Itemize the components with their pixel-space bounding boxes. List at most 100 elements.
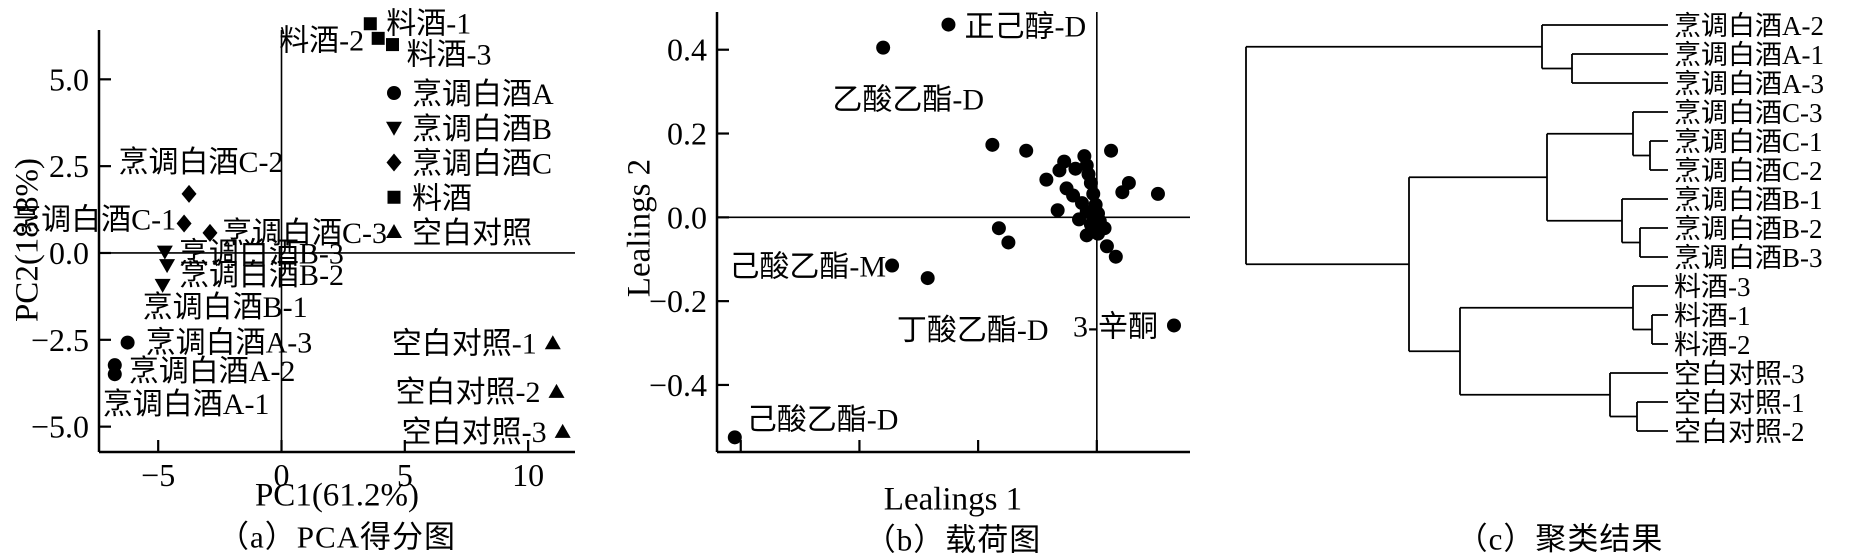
- y-tick-label: 0.0: [49, 235, 89, 271]
- data-point-marker: [363, 17, 377, 31]
- data-point-marker: [1108, 249, 1123, 264]
- data-point-label: 烹调白酒B-3: [179, 238, 344, 271]
- x-tick-label: −5: [141, 457, 175, 493]
- data-point-label: 烹调白酒A-2: [129, 355, 296, 388]
- data-point-marker: [1083, 175, 1098, 190]
- data-point-label: 空白对照-3: [402, 416, 547, 449]
- data-point-marker: [991, 221, 1006, 236]
- data-point-label: 烹调白酒A-3: [146, 327, 313, 360]
- legend-label: 料酒: [412, 182, 472, 215]
- data-point-label: 己酸乙酯-M: [729, 251, 886, 284]
- x-tick-label: 5: [397, 457, 413, 493]
- data-point-marker: [544, 335, 561, 350]
- data-point-label: 烹调白酒B-2: [179, 259, 344, 292]
- dendrogram-leaf-label: 空白对照-3: [1674, 359, 1805, 389]
- data-point-marker: [107, 367, 122, 382]
- dendrogram-leaf-label: 烹调白酒B-1: [1674, 185, 1823, 215]
- data-point-label: 空白对照-1: [392, 327, 537, 360]
- dendrogram-leaf-label: 空白对照-1: [1674, 388, 1805, 418]
- data-point-label: 料酒-3: [406, 39, 491, 72]
- data-point-marker: [176, 214, 192, 233]
- y-tick-label: 0.0: [667, 199, 707, 235]
- data-point-label: 己酸乙酯-D: [747, 403, 899, 436]
- panel-a-caption: （a）PCA得分图: [217, 519, 457, 555]
- panel-a-x-axis-title: PC1(61.2%): [254, 477, 420, 514]
- panel-c-caption: （c）聚类结果: [1456, 521, 1664, 557]
- data-point-marker: [154, 278, 171, 293]
- y-tick-label: −0.2: [649, 283, 707, 319]
- data-point-marker: [1019, 143, 1034, 158]
- data-point-marker: [1121, 175, 1136, 190]
- data-point-marker: [1086, 186, 1101, 201]
- data-point-marker: [1039, 172, 1054, 187]
- data-point-label: 3-辛酮: [1073, 310, 1158, 343]
- dendrogram-leaf-label: 料酒-1: [1674, 301, 1751, 331]
- data-point-marker: [548, 383, 565, 398]
- data-point-marker: [385, 38, 399, 52]
- data-point-marker: [1150, 186, 1165, 201]
- x-tick-label: 0: [274, 457, 290, 493]
- data-point-marker: [1001, 235, 1016, 250]
- legend-label: 烹调白酒A: [412, 78, 554, 111]
- dendrogram-leaf-label: 烹调白酒C-2: [1674, 156, 1823, 186]
- data-point-marker: [1050, 203, 1065, 218]
- data-point-label: 烹调白酒C-2: [119, 146, 284, 179]
- panel-b-plot: [715, 12, 1190, 454]
- legend-marker-triangle-down: [386, 121, 402, 136]
- data-point-marker: [120, 335, 135, 350]
- data-point-label: 料酒-2: [279, 24, 364, 57]
- dendrogram-leaf-label: 烹调白酒A-2: [1674, 11, 1824, 41]
- y-tick-label: 5.0: [49, 61, 89, 97]
- legend-label: 烹调白酒B: [412, 113, 552, 146]
- data-point-marker: [181, 184, 197, 203]
- y-tick-label: 2.5: [49, 148, 89, 184]
- data-point-label: 正己醇-D: [964, 11, 1086, 44]
- dendrogram-leaf-label: 烹调白酒B-2: [1674, 214, 1823, 244]
- panel-b-y-axis-title: Lealings 2: [621, 158, 658, 298]
- y-tick-label: −2.5: [31, 322, 89, 358]
- data-point-marker: [885, 258, 900, 273]
- data-point-label: 料酒-1: [386, 8, 471, 41]
- data-point-label: 烹调白酒B-1: [143, 291, 308, 324]
- data-point-marker: [920, 271, 935, 286]
- data-point-label: 烹调白酒A-1: [103, 388, 270, 421]
- data-point-marker: [1079, 228, 1094, 243]
- dendrogram-leaf-label: 料酒-3: [1674, 272, 1751, 302]
- data-point-marker: [1099, 239, 1114, 254]
- legend-label: 空白对照: [412, 217, 532, 250]
- data-point-marker: [554, 423, 571, 438]
- data-point-label: 烹调白酒C-1: [11, 203, 176, 236]
- data-point-label: 烹调白酒C-3: [222, 217, 387, 250]
- dendrogram-leaf-label: 烹调白酒A-1: [1674, 40, 1824, 70]
- x-tick-label: 10: [512, 457, 544, 493]
- y-tick-label: −0.4: [649, 367, 707, 403]
- dendrogram-leaf-label: 烹调白酒C-3: [1674, 98, 1823, 128]
- legend-marker-square: [387, 190, 401, 204]
- legend-label: 烹调白酒C: [412, 148, 552, 181]
- y-tick-label: 0.2: [667, 116, 707, 152]
- panel-b-caption: （b）载荷图: [864, 522, 1042, 558]
- data-point-marker: [156, 245, 173, 260]
- data-point-marker: [1072, 212, 1087, 227]
- data-point-marker: [876, 40, 891, 55]
- dendrogram-leaf-label: 空白对照-2: [1674, 417, 1805, 447]
- panel-a-plot: [97, 30, 575, 454]
- data-point-marker: [941, 17, 956, 32]
- panel-c-dendrogram: [1245, 24, 1668, 432]
- y-tick-label: −5.0: [31, 409, 89, 445]
- legend-marker-diamond: [386, 153, 402, 172]
- data-point-label: 空白对照-2: [396, 376, 541, 409]
- dendrogram-leaf-label: 烹调白酒C-1: [1674, 127, 1823, 157]
- data-point-label: 丁酸乙酯-D: [897, 314, 1049, 347]
- data-point-marker: [371, 31, 385, 45]
- data-point-marker: [1104, 143, 1119, 158]
- data-point-marker: [1052, 163, 1067, 178]
- data-point-marker: [159, 259, 176, 274]
- dendrogram-leaf-label: 烹调白酒B-3: [1674, 243, 1823, 273]
- legend-marker-circle: [387, 86, 401, 100]
- data-point-marker: [1166, 318, 1181, 333]
- data-point-marker: [202, 223, 218, 242]
- dendrogram-leaf-label: 烹调白酒A-3: [1674, 69, 1824, 99]
